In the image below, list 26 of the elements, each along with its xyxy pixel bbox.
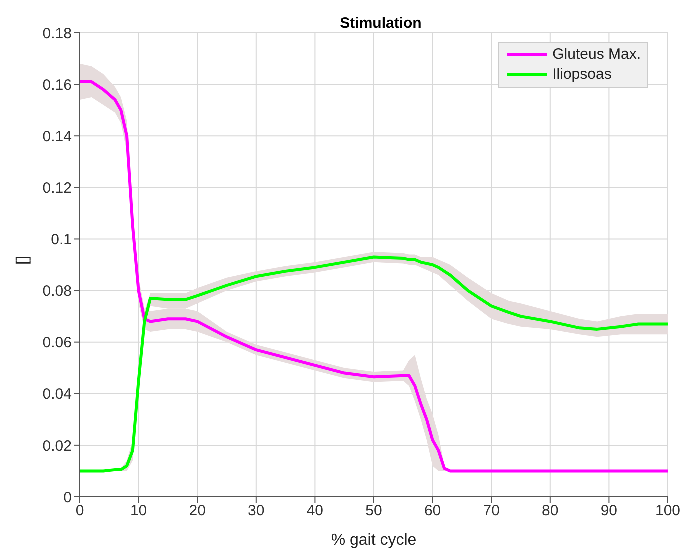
y-tick-label: 0.16 xyxy=(42,76,72,94)
x-tick-label: 70 xyxy=(483,502,500,520)
x-tick-label: 100 xyxy=(655,502,681,520)
y-tick-label: 0 xyxy=(64,489,72,506)
y-tick-label: 0.14 xyxy=(42,128,72,146)
y-tick-label: 0.1 xyxy=(51,232,72,249)
x-tick-label: 90 xyxy=(600,502,618,520)
chart-title: Stimulation xyxy=(340,15,422,32)
y-tick-label: 0.18 xyxy=(42,25,72,42)
x-tick-label: 60 xyxy=(424,502,442,520)
y-axis-title: [] xyxy=(14,256,32,265)
x-tick-label: 0 xyxy=(76,502,84,520)
x-tick-label: 20 xyxy=(189,502,206,520)
x-tick-label: 50 xyxy=(366,502,382,520)
y-tick-label: 0.12 xyxy=(42,180,72,197)
y-tick-label: 0.04 xyxy=(42,386,72,404)
legend-label: Iliopsoas xyxy=(552,65,612,85)
x-axis-title: % gait cycle xyxy=(331,532,417,549)
y-tick-label: 0.08 xyxy=(42,283,72,300)
x-tick-label: 30 xyxy=(248,502,265,520)
legend-label: Gluteus Max. xyxy=(552,45,641,65)
y-tick-label: 0.06 xyxy=(42,334,72,352)
x-tick-label: 10 xyxy=(130,502,148,520)
x-tick-label: 40 xyxy=(306,502,324,520)
y-tick-label: 0.02 xyxy=(42,438,72,455)
x-tick-label: 80 xyxy=(542,502,559,520)
